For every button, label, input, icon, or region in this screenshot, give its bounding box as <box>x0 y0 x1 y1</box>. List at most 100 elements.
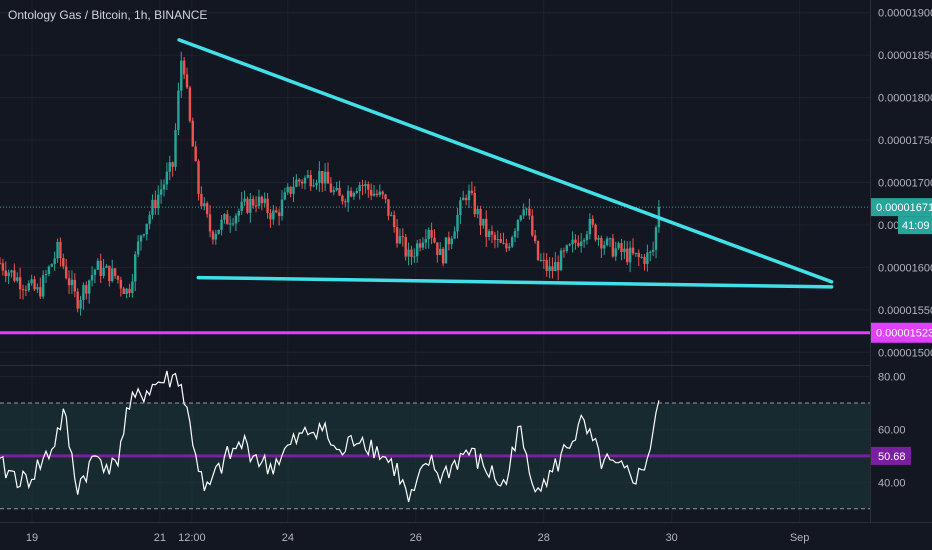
price-axis: 0.00001900 0.00001850 0.00001800 0.00001750… <box>878 8 932 360</box>
candle-body <box>134 254 137 282</box>
candle-body <box>275 210 278 213</box>
candle-body <box>416 243 419 257</box>
candle-body <box>556 262 560 271</box>
candle-body <box>56 241 59 259</box>
candle-body <box>292 186 295 194</box>
candle-body <box>482 218 485 226</box>
candle-body <box>531 215 534 236</box>
candle-body <box>585 234 589 241</box>
candle-body <box>651 249 655 252</box>
candle-body <box>341 195 344 202</box>
candle-body <box>217 229 220 234</box>
candle-body <box>548 266 551 271</box>
time-tick-label: 19 <box>26 532 38 544</box>
trendlines <box>177 38 834 289</box>
candle-body <box>395 227 399 244</box>
candle-body <box>496 239 499 241</box>
candle-body <box>441 248 445 264</box>
candle-body <box>430 229 433 238</box>
candle-body <box>605 238 609 245</box>
candle-body <box>231 223 235 225</box>
candle-body <box>208 214 212 232</box>
candle-body <box>381 191 384 195</box>
candle-body <box>407 249 410 257</box>
candle-body <box>194 146 197 162</box>
candle-body <box>580 241 583 247</box>
candle-body <box>597 237 600 240</box>
candle-body <box>289 186 292 194</box>
candle-body <box>404 237 407 257</box>
candle-body <box>165 171 169 185</box>
candle-body <box>295 179 298 187</box>
candle-body <box>654 227 658 250</box>
support-label: 0.00001523 <box>876 328 932 340</box>
rsi-line <box>0 370 660 503</box>
candle-body <box>338 187 341 196</box>
candle-body <box>588 218 592 235</box>
rsi-tick-label: 80.00 <box>878 372 906 384</box>
candle-body <box>96 260 100 270</box>
candle-body <box>634 252 638 254</box>
candle-body <box>646 252 649 265</box>
candle-body <box>626 248 629 263</box>
candle-body <box>628 247 632 263</box>
candle-body <box>280 199 284 217</box>
time-axis: 19 21 12:00 24 26 28 30 Sep <box>26 532 810 544</box>
candle-body <box>611 238 615 257</box>
candle-body <box>76 291 79 309</box>
candle-body <box>410 249 413 257</box>
candle-body <box>197 161 200 194</box>
candle-body <box>168 162 171 172</box>
candle-body <box>39 287 42 297</box>
candle-body <box>90 275 94 281</box>
candle-body <box>200 193 203 207</box>
candle-body <box>234 215 238 224</box>
candle-body <box>401 236 405 238</box>
candle-body <box>220 219 223 230</box>
candle-body <box>378 191 382 195</box>
candle-body <box>185 74 189 88</box>
candle-body <box>542 259 546 261</box>
candle-body <box>148 214 151 224</box>
price-tick-label: 0.00001550 <box>878 305 932 317</box>
candle-body <box>358 185 361 192</box>
candle-body <box>286 186 289 193</box>
candle-body <box>554 262 557 272</box>
candle-body <box>70 279 74 286</box>
candle-body <box>64 266 68 279</box>
candle-body <box>522 209 525 216</box>
candle-body <box>467 190 471 201</box>
candle-body <box>559 250 563 271</box>
candle-body <box>369 189 373 196</box>
price-tick-label: 0.00001600 <box>878 262 932 274</box>
candle-body <box>447 237 451 245</box>
candle-body <box>21 289 25 291</box>
candle-body <box>649 251 652 253</box>
candle-body <box>0 263 2 265</box>
candle-body <box>490 231 494 235</box>
candle-body <box>372 193 376 196</box>
candle-body <box>450 238 453 245</box>
candle-body <box>1 263 5 271</box>
candle-body <box>398 236 402 244</box>
candle-body <box>131 281 134 294</box>
candle-body <box>574 239 577 243</box>
candle-body <box>266 198 269 213</box>
candle-body <box>326 171 330 184</box>
candle-body <box>10 270 13 273</box>
candle-body <box>214 233 217 240</box>
candle-body <box>44 273 48 276</box>
candle-body <box>433 237 436 243</box>
candle-body <box>211 231 215 240</box>
candle-body <box>571 239 574 245</box>
candle-body <box>36 287 39 290</box>
candle-body <box>364 184 367 187</box>
candle-body <box>62 258 65 267</box>
candle-body <box>252 198 255 206</box>
candle-body <box>346 190 350 203</box>
candle-body <box>476 208 479 215</box>
support-label-bg <box>871 322 932 343</box>
candle-body <box>53 258 56 265</box>
candles <box>0 51 661 316</box>
